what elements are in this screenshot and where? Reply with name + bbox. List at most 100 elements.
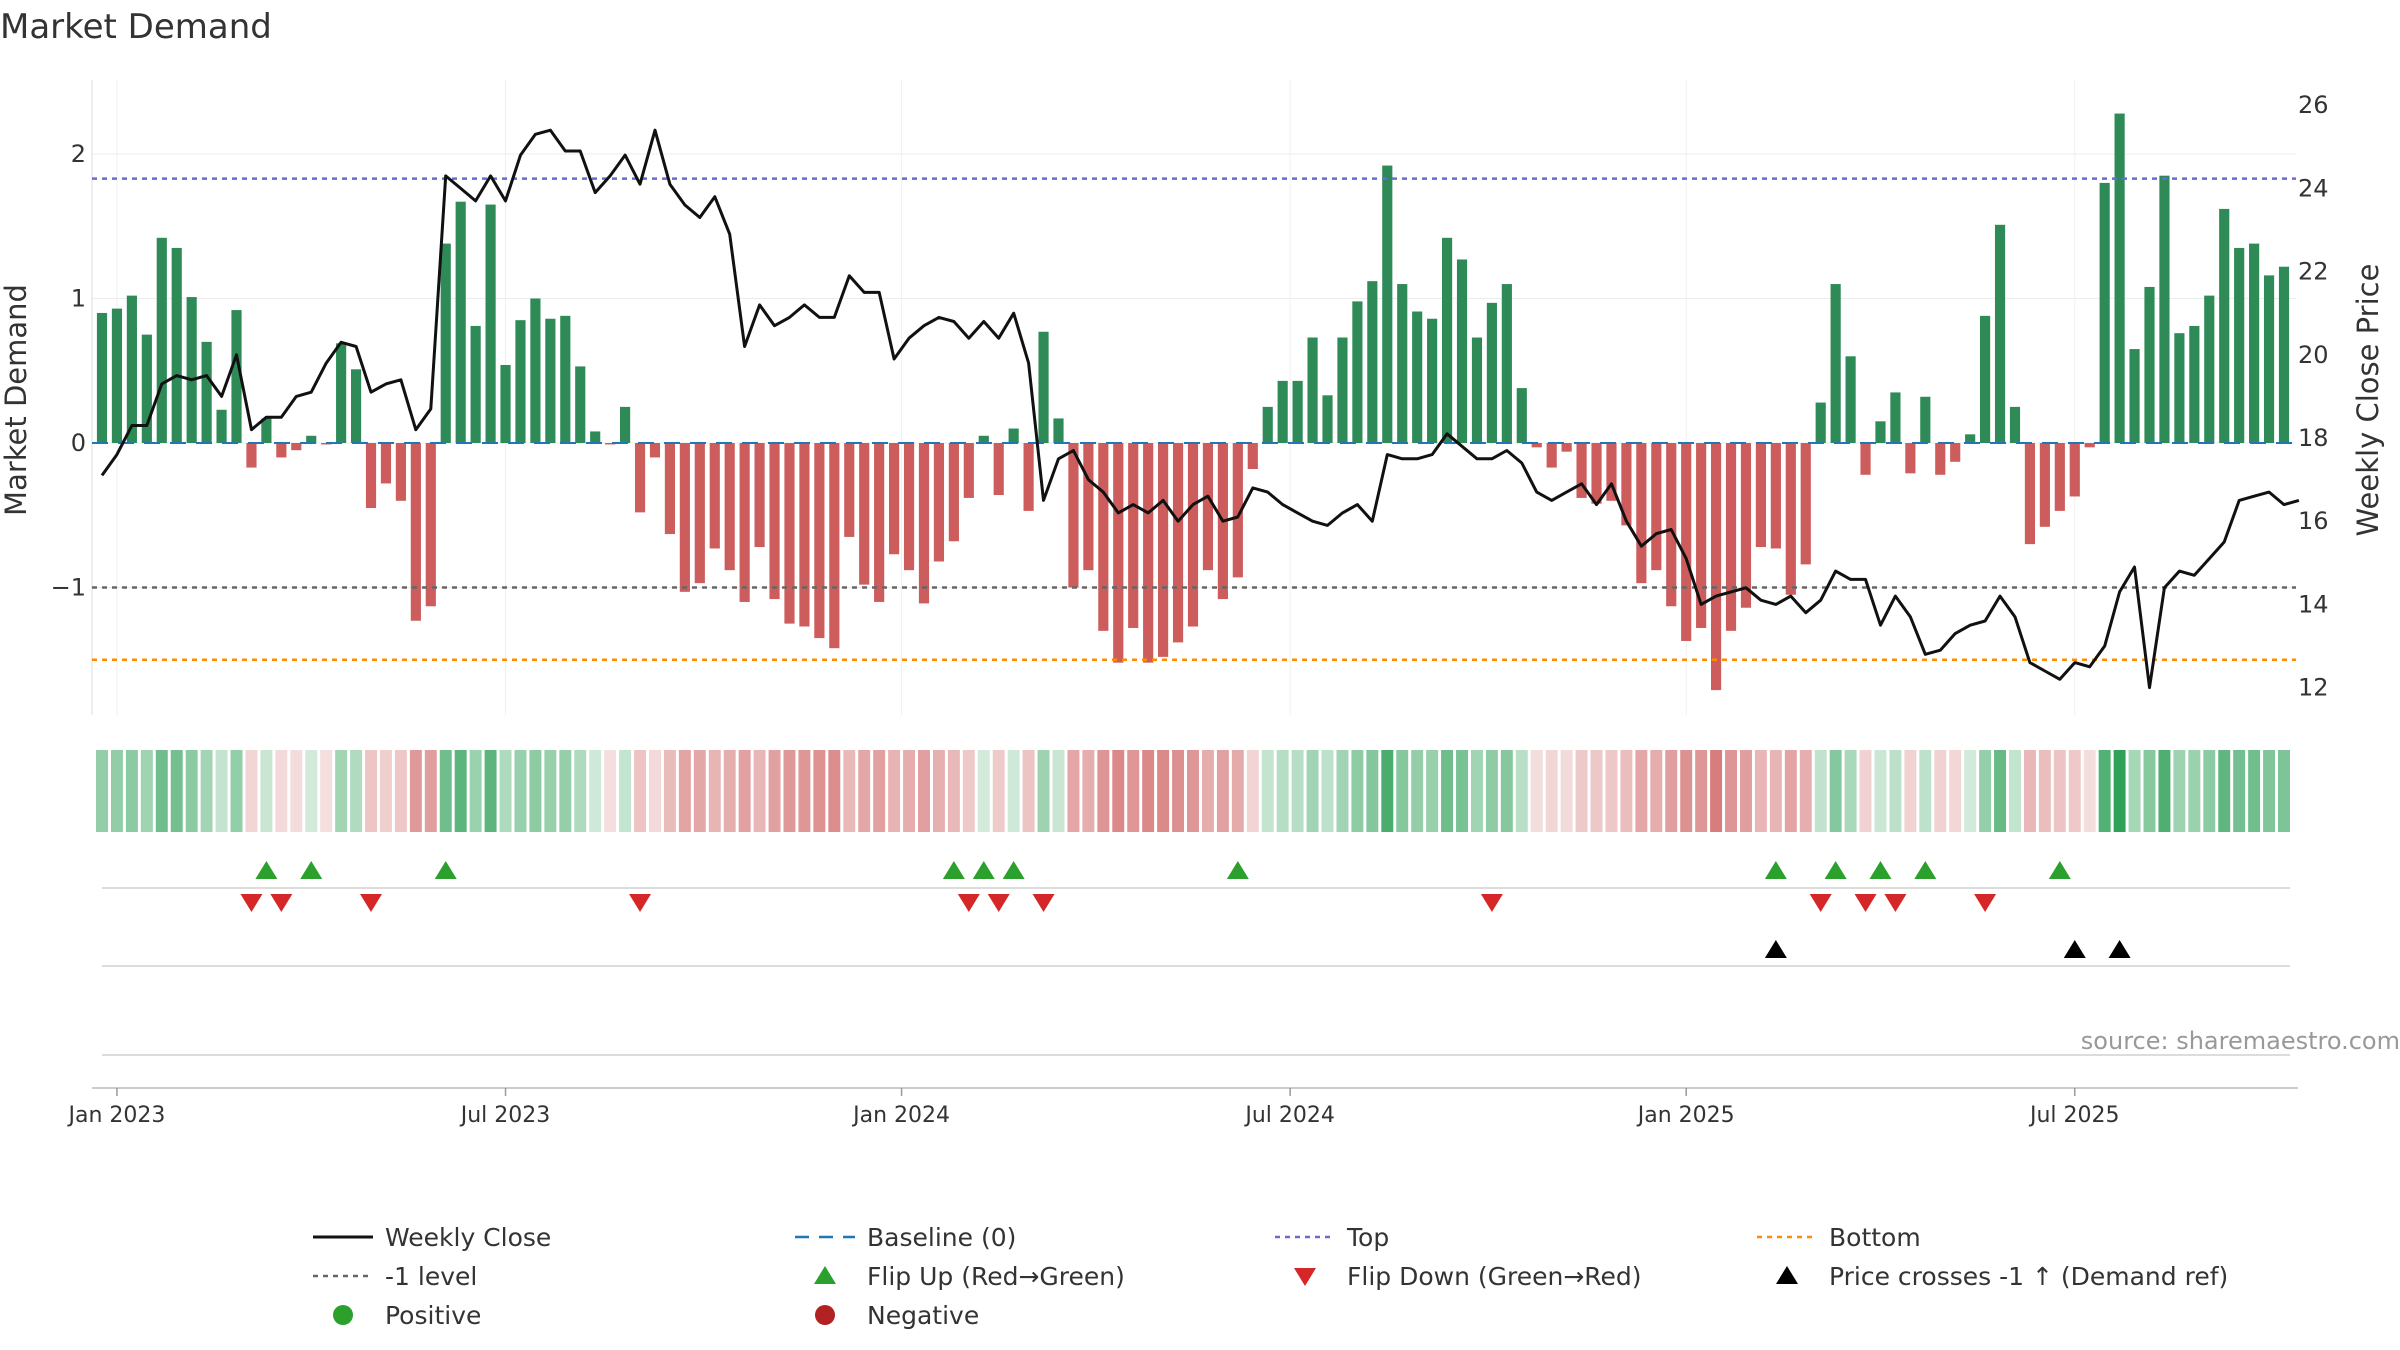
negative-demand-bar — [1651, 443, 1662, 571]
strip-cell — [1754, 750, 1767, 832]
positive-demand-bar — [126, 295, 137, 443]
strip-cell — [200, 750, 213, 832]
positive-demand-bar — [485, 204, 496, 443]
strip-cell — [1680, 750, 1693, 832]
legend-label: Bottom — [1829, 1223, 1921, 1252]
positive-demand-bar — [620, 406, 631, 443]
right-tick-label: 16 — [2298, 507, 2329, 535]
strip-cell — [1919, 750, 1932, 832]
strip-cell — [992, 750, 1005, 832]
strip-cell — [140, 750, 153, 832]
strip-cell — [1396, 750, 1409, 832]
strip-cell — [1635, 750, 1648, 832]
strip-cell — [424, 750, 437, 832]
strip-cell — [798, 750, 811, 832]
strip-cell — [155, 750, 168, 832]
strip-cell — [110, 750, 123, 832]
chart-title: Market Demand — [0, 7, 272, 47]
negative-demand-bar — [1068, 443, 1079, 588]
strip-cell — [379, 750, 392, 832]
left-tick-label: 1 — [71, 285, 86, 313]
negative-demand-bar — [1591, 443, 1602, 504]
flip-up-marker — [2048, 861, 2071, 879]
right-axis-ticks: 26 24 22 20 18 16 14 12 — [2298, 91, 2329, 701]
strip-cell — [663, 750, 676, 832]
strip-cell — [1052, 750, 1065, 832]
strip-cell — [394, 750, 407, 832]
strip-cell — [1904, 750, 1917, 832]
positive-demand-bar — [2099, 182, 2110, 443]
strip-cell — [1650, 750, 1663, 832]
flip-down-marker — [1854, 894, 1877, 912]
negative-demand-bar — [1725, 443, 1737, 631]
strip-cell — [1246, 750, 1259, 832]
strip-cell — [1934, 750, 1947, 832]
strip-cell — [2278, 750, 2290, 832]
strip-cell — [1799, 750, 1812, 832]
strip-cell — [1620, 750, 1633, 832]
negative-demand-bar — [1860, 443, 1871, 475]
positive-demand-bar — [1471, 337, 1483, 443]
positive-demand-bar — [336, 343, 347, 443]
positive-demand-bar — [2129, 349, 2140, 443]
strip-cell — [1321, 750, 1334, 832]
strip-cell — [1814, 750, 1827, 832]
strip-cell — [947, 750, 960, 832]
strip-cell — [2263, 750, 2276, 832]
strip-cell — [1157, 750, 1170, 832]
negative-demand-bar — [769, 443, 780, 600]
positive-demand-bar — [1441, 237, 1453, 443]
positive-demand-bar — [1412, 311, 1423, 443]
strip-cell — [245, 750, 258, 832]
strip-cell — [783, 750, 796, 832]
right-tick-label: 26 — [2298, 91, 2329, 119]
strip-cell — [1411, 750, 1424, 832]
strip-cell — [1336, 750, 1349, 832]
strip-cell — [1366, 750, 1379, 832]
positive-demand-bar — [2234, 247, 2245, 443]
strip-cell — [1097, 750, 1110, 832]
strip-cell — [1545, 750, 1558, 832]
strip-cell — [1201, 750, 1214, 832]
positive-demand-bar — [2189, 325, 2200, 443]
flip-down-marker — [1032, 894, 1055, 912]
negative-demand-bar — [1696, 443, 1707, 628]
legend-label: Weekly Close — [385, 1223, 551, 1252]
flip-up-marker — [1226, 861, 1249, 879]
date-tick-label: Jan 2025 — [1636, 1103, 1735, 1128]
negative-demand-bar — [679, 443, 690, 592]
strip-cell — [1142, 750, 1155, 832]
strip-cell — [260, 750, 273, 832]
strip-cell — [873, 750, 886, 832]
strip-cell — [1949, 750, 1962, 832]
strip-cell — [365, 750, 377, 832]
negative-demand-bar — [380, 443, 392, 484]
positive-demand-bar — [1292, 380, 1303, 443]
date-tick-label: Jan 2023 — [66, 1103, 165, 1128]
strip-cell — [1485, 750, 1498, 832]
strip-cell — [320, 750, 333, 832]
price-cross-marker — [2108, 940, 2131, 958]
strip-cell — [469, 750, 482, 832]
strip-cell — [2143, 750, 2156, 832]
negative-demand-bar — [1576, 443, 1587, 498]
strip-cell — [1112, 750, 1125, 832]
strip-cell — [2203, 750, 2216, 832]
strip-cell — [544, 750, 557, 832]
legend-label: Price crosses -1 ↑ (Demand ref) — [1829, 1262, 2228, 1291]
flip-down-marker — [957, 894, 980, 912]
right-tick-label: 24 — [2298, 174, 2329, 202]
strip-cell — [1127, 750, 1140, 832]
negative-demand-bar — [1636, 443, 1647, 584]
negative-demand-bar — [365, 443, 377, 509]
negative-demand-bar — [1905, 443, 1916, 474]
flip-up-marker — [1824, 861, 1847, 879]
strip-cell — [125, 750, 138, 832]
positive-demand-bar — [1277, 380, 1288, 443]
negative-demand-bar — [1800, 443, 1811, 565]
positive-demand-bar — [1875, 421, 1886, 443]
strip-cell — [2188, 750, 2201, 832]
strip-cell — [843, 750, 856, 832]
negative-demand-bar — [1247, 443, 1258, 470]
strip-cell — [215, 750, 228, 832]
